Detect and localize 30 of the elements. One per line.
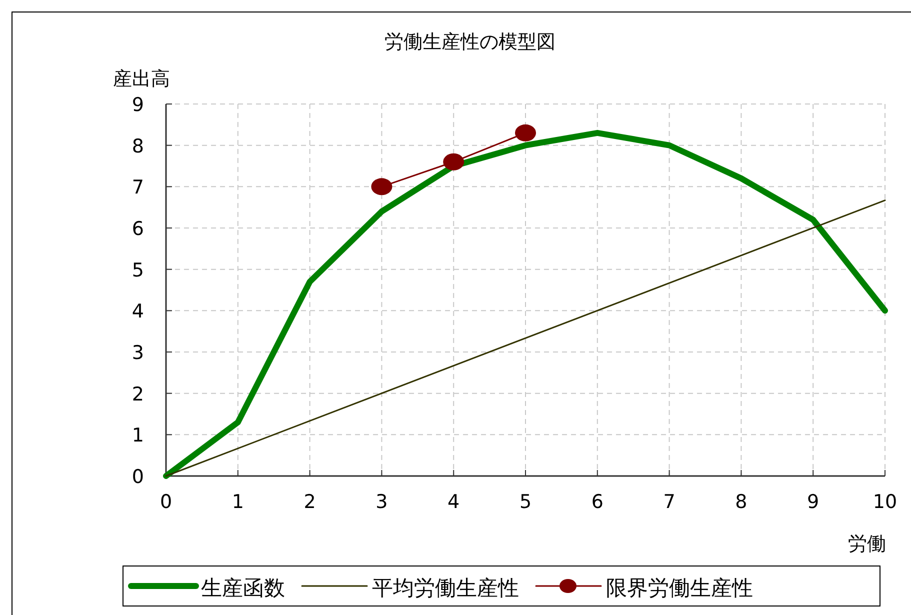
y-tick-label: 4 [132, 300, 144, 323]
x-tick-label: 0 [160, 491, 172, 513]
y-axis-title: 産出高 [113, 68, 170, 90]
x-tick-label: 10 [872, 491, 898, 513]
x-axis-title: 労働 [848, 533, 886, 555]
x-tick-label: 3 [376, 491, 388, 513]
point [371, 178, 392, 196]
y-tick-label: 5 [132, 259, 144, 282]
x-tick-label: 4 [448, 491, 460, 513]
x-tick-label: 5 [519, 491, 532, 513]
x-tick-label: 1 [232, 491, 244, 513]
y-tick-label: 2 [132, 383, 144, 406]
y-tick-label: 7 [132, 176, 144, 199]
x-tick-label: 6 [591, 491, 604, 513]
point [443, 153, 464, 170]
x-tick-label: 8 [735, 491, 748, 513]
point [515, 124, 536, 142]
legend-label: 生産函数 [201, 576, 285, 600]
y-tick-label: 8 [132, 135, 144, 158]
y-tick-label: 6 [132, 218, 144, 240]
x-tick-label: 7 [663, 491, 676, 513]
x-tick-label: 9 [807, 491, 820, 513]
x-tick-label: 2 [304, 491, 316, 513]
y-tick-label: 9 [132, 94, 144, 116]
y-tick-label: 0 [132, 466, 144, 488]
y-tick-label: 1 [132, 424, 144, 447]
legend-label: 限界労働生産性 [606, 576, 753, 600]
chart-title: 労働生産性の模型図 [384, 31, 556, 53]
legend-label: 平均労働生産性 [372, 576, 519, 600]
y-tick-label: 3 [132, 342, 144, 364]
